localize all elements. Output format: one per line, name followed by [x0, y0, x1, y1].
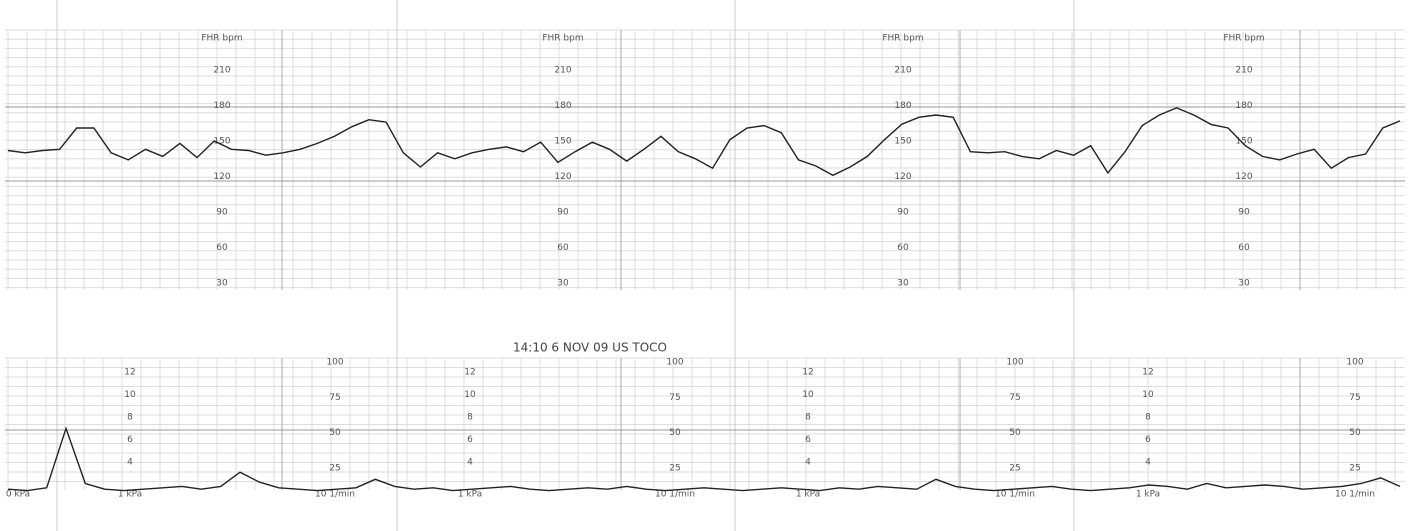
fhr-scale-label: 90	[1238, 208, 1250, 218]
fhr-scale-label: 210	[554, 66, 571, 76]
toco-pct-label: 25	[329, 464, 340, 474]
toco-trace	[7, 426, 1401, 492]
fhr-scale-label: 120	[554, 172, 571, 182]
footer-kpa: 1 kPa	[118, 490, 142, 500]
toco-pct-label: 100	[1006, 358, 1023, 368]
fhr-scale-label: 120	[894, 172, 911, 182]
toco-pct-label: 100	[1346, 358, 1363, 368]
fhr-scale-label: 30	[1238, 279, 1250, 289]
fhr-scale-label: 60	[557, 243, 569, 253]
toco-kpa-label: 4	[1145, 458, 1151, 468]
fhr-scale-label: 120	[1235, 172, 1252, 182]
toco-kpa-label: 6	[1145, 435, 1151, 445]
toco-pct-label: 50	[669, 428, 681, 438]
toco-pct-label: 50	[1009, 428, 1021, 438]
toco-pct-label: 50	[329, 428, 341, 438]
footer-kpa: 1 kPa	[458, 490, 482, 500]
toco-pct-label: 25	[669, 464, 680, 474]
fhr-scale-label: 30	[216, 279, 228, 289]
toco-kpa-label: 8	[127, 413, 133, 423]
toco-pct-label: 75	[329, 393, 340, 403]
toco-kpa-label: 8	[467, 413, 473, 423]
toco-pct-label: 100	[666, 358, 683, 368]
toco-kpa-label: 10	[464, 390, 476, 400]
toco-pct-label: 75	[1349, 393, 1360, 403]
fhr-scale-label: 150	[213, 137, 230, 147]
fhr-header: FHR bpm	[882, 34, 923, 44]
footer-speed: 10 1/min	[995, 490, 1035, 500]
toco-kpa-label: 6	[805, 435, 811, 445]
footer-kpa: 1 kPa	[1136, 490, 1160, 500]
toco-kpa-label: 6	[127, 435, 133, 445]
fhr-scale-label: 60	[1238, 243, 1250, 253]
fhr-header: FHR bpm	[542, 34, 583, 44]
fhr-scale-label: 210	[213, 66, 230, 76]
fhr-scale-label: 60	[216, 243, 228, 253]
toco-kpa-label: 8	[1145, 413, 1151, 423]
toco-kpa-label: 4	[127, 458, 133, 468]
toco-pct-label: 25	[1009, 464, 1020, 474]
fhr-header: FHR bpm	[1223, 34, 1264, 44]
grid	[5, 0, 1405, 531]
fhr-scale-label: 30	[557, 279, 569, 289]
toco-pct-label: 100	[326, 358, 343, 368]
fhr-scale-label: 90	[897, 208, 909, 218]
fhr-scale-label: 150	[554, 137, 571, 147]
toco-kpa-label: 4	[467, 458, 473, 468]
toco-pct-label: 50	[1349, 428, 1361, 438]
fhr-scale-label: 150	[1235, 137, 1252, 147]
fhr-scale-label: 180	[1235, 101, 1252, 111]
toco-kpa-label: 10	[802, 390, 814, 400]
footer-speed: 10 1/min	[315, 490, 355, 500]
fhr-scale-label: 210	[1235, 66, 1252, 76]
toco-kpa-label: 10	[1142, 390, 1154, 400]
fhr-scale-label: 150	[894, 137, 911, 147]
fhr-trace	[7, 107, 1401, 177]
fhr-scale-label: 210	[894, 66, 911, 76]
footer-speed: 10 1/min	[1335, 490, 1375, 500]
footer-kpa: 1 kPa	[796, 490, 820, 500]
fhr-header: FHR bpm	[201, 34, 242, 44]
toco-kpa-label: 12	[124, 368, 135, 378]
toco-pct-label: 75	[669, 393, 680, 403]
toco-title: 14:10 6 NOV 09 US TOCO	[513, 341, 667, 355]
footer-speed: 10 1/min	[655, 490, 695, 500]
fhr-scale-label: 180	[894, 101, 911, 111]
fhr-scale-label: 60	[897, 243, 909, 253]
toco-pct-label: 75	[1009, 393, 1020, 403]
fhr-scale-label: 180	[554, 101, 571, 111]
footer-left: 0 kPa	[6, 490, 30, 500]
toco-kpa-label: 12	[1142, 368, 1153, 378]
fhr-scale-label: 30	[897, 279, 909, 289]
toco-pct-label: 25	[1349, 464, 1360, 474]
toco-kpa-label: 8	[805, 413, 811, 423]
fhr-scale-label: 180	[213, 101, 230, 111]
toco-kpa-label: 6	[467, 435, 473, 445]
toco-kpa-label: 12	[464, 368, 475, 378]
toco-kpa-label: 10	[124, 390, 136, 400]
fhr-scale-label: 120	[213, 172, 230, 182]
fhr-scale-label: 90	[557, 208, 569, 218]
toco-kpa-label: 12	[802, 368, 813, 378]
toco-kpa-label: 4	[805, 458, 811, 468]
fhr-scale-label: 90	[216, 208, 228, 218]
